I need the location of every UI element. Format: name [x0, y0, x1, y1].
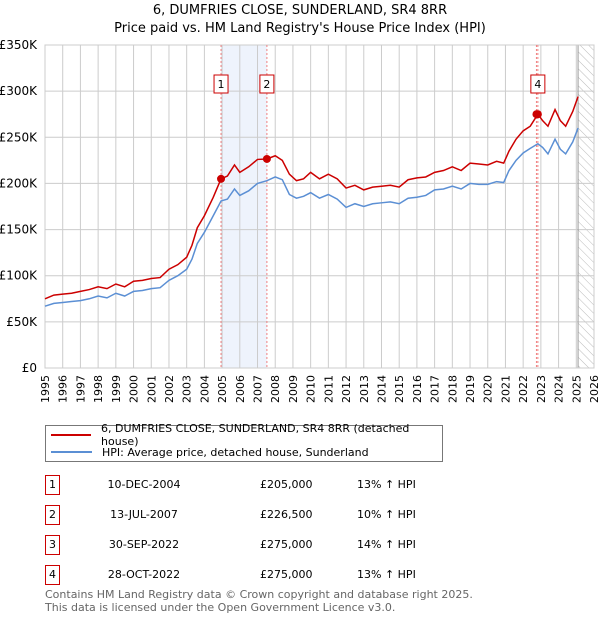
x-tick-label: 2022: [517, 375, 530, 403]
sale-date: 13-JUL-2007: [110, 508, 178, 521]
x-tick-label: 2013: [358, 375, 371, 403]
legend-label: 6, DUMFRIES CLOSE, SUNDERLAND, SR4 8RR (…: [101, 422, 410, 448]
sale-marker-label: 1: [218, 78, 225, 91]
y-tick-label: £100K: [0, 269, 38, 283]
legend-swatch-blue: [51, 451, 92, 453]
legend: 6, DUMFRIES CLOSE, SUNDERLAND, SR4 8RR (…: [45, 422, 443, 462]
x-tick-label: 2015: [393, 375, 406, 403]
sale-marker-label: 4: [534, 78, 541, 91]
forecast-hatch: [578, 45, 594, 368]
sale-hpi-diff: 13% ↑ HPI: [357, 478, 416, 491]
footer-copyright: Contains HM Land Registry data © Crown c…: [45, 588, 473, 601]
x-tick-label: 2026: [588, 375, 600, 403]
x-tick-label: 1996: [57, 375, 70, 403]
y-tick-label: £0: [22, 361, 37, 375]
sale-point: [533, 110, 542, 119]
sale-marker-box: [259, 74, 275, 94]
sale-hpi-diff: 13% ↑ HPI: [357, 568, 416, 581]
x-tick-label: 2004: [198, 375, 211, 403]
x-tick-label: 2000: [128, 375, 141, 403]
x-tick-label: 1995: [39, 375, 52, 403]
price-chart: 1995 1996 1997 1998 1999 2000 2001 2002 2003 2004…: [0, 38, 600, 403]
property-price-line: [44, 96, 579, 300]
sale-marker-box: [213, 74, 229, 94]
chart-title: 6, DUMFRIES CLOSE, SUNDERLAND, SR4 8RR: [152, 3, 448, 18]
sale-number-badge: 2: [45, 505, 60, 525]
x-tick-label: 2019: [464, 375, 477, 403]
sale-row: 4 28-OCT-2022 £275,000 13% ↑ HPI: [45, 565, 445, 585]
x-tick-label: 2024: [553, 375, 566, 403]
sale-number-badge: 3: [45, 535, 60, 555]
y-tick-label: £150K: [0, 223, 38, 237]
sale-date: 10-DEC-2004: [107, 478, 181, 491]
x-tick-label: 2007: [252, 375, 265, 403]
sale-number-badge: 4: [45, 565, 60, 585]
sale-row: 3 30-SEP-2022 £275,000 14% ↑ HPI: [45, 535, 445, 555]
legend-label: HPI: Average price, detached house, Sund…: [102, 445, 369, 459]
y-tick-label: £250K: [0, 130, 38, 144]
x-tick-label: 2018: [446, 375, 459, 403]
footer-licence: This data is licensed under the Open Gov…: [45, 601, 396, 614]
sale-hpi-diff: 10% ↑ HPI: [357, 508, 416, 521]
chart-subtitle: Price paid vs. HM Land Registry's House …: [114, 21, 486, 36]
sale-marker-box: [530, 74, 546, 94]
x-tick-label: 2008: [269, 375, 282, 403]
x-tick-label: 2001: [145, 375, 158, 403]
hpi-line: [44, 127, 579, 307]
x-tick-label: 2011: [322, 375, 335, 403]
x-tick-label: 1999: [110, 375, 123, 403]
sale-marker-label: 2: [263, 78, 270, 91]
sale-date: 30-SEP-2022: [108, 538, 180, 551]
x-tick-label: 1997: [74, 375, 87, 403]
sale-price: £275,000: [260, 538, 313, 551]
legend-item-hpi: HPI: Average price, detached house, Sund…: [51, 444, 369, 460]
x-tick-label: 2023: [535, 375, 548, 403]
sale-point: [217, 174, 226, 183]
x-tick-label: 2012: [340, 375, 353, 403]
x-tick-label: 2010: [305, 375, 318, 403]
x-tick-label: 2005: [216, 375, 229, 403]
sale-price: £275,000: [260, 568, 313, 581]
sale-date: 28-OCT-2022: [107, 568, 181, 581]
y-tick-label: £200K: [0, 176, 38, 190]
legend-swatch-red: [51, 434, 92, 436]
sale-row: 1 10-DEC-2004 £205,000 13% ↑ HPI: [45, 475, 445, 495]
legend-item-property: 6, DUMFRIES CLOSE, SUNDERLAND, SR4 8RR (…: [51, 422, 442, 448]
highlight-range: [221, 45, 267, 368]
x-tick-label: 1998: [92, 375, 105, 403]
x-tick-label: 2014: [375, 375, 388, 403]
x-tick-label: 2016: [411, 375, 424, 403]
x-tick-label: 2006: [234, 375, 247, 403]
y-tick-label: £50K: [6, 315, 38, 329]
x-tick-label: 2025: [570, 375, 583, 403]
sale-price: £226,500: [260, 508, 313, 521]
x-tick-label: 2003: [181, 375, 194, 403]
sale-row: 2 13-JUL-2007 £226,500 10% ↑ HPI: [45, 505, 445, 525]
y-tick-label: £350K: [0, 38, 38, 52]
sale-point: [262, 154, 271, 163]
y-tick-label: £300K: [0, 84, 38, 98]
x-tick-label: 2009: [287, 375, 300, 403]
sale-price: £205,000: [260, 478, 313, 491]
plot-frame: [44, 44, 595, 369]
x-tick-label: 2021: [499, 375, 512, 403]
x-tick-label: 2020: [482, 375, 495, 403]
x-tick-label: 2002: [163, 375, 176, 403]
x-tick-label: 2017: [429, 375, 442, 403]
sale-number-badge: 1: [45, 475, 60, 495]
sale-hpi-diff: 14% ↑ HPI: [357, 538, 416, 551]
